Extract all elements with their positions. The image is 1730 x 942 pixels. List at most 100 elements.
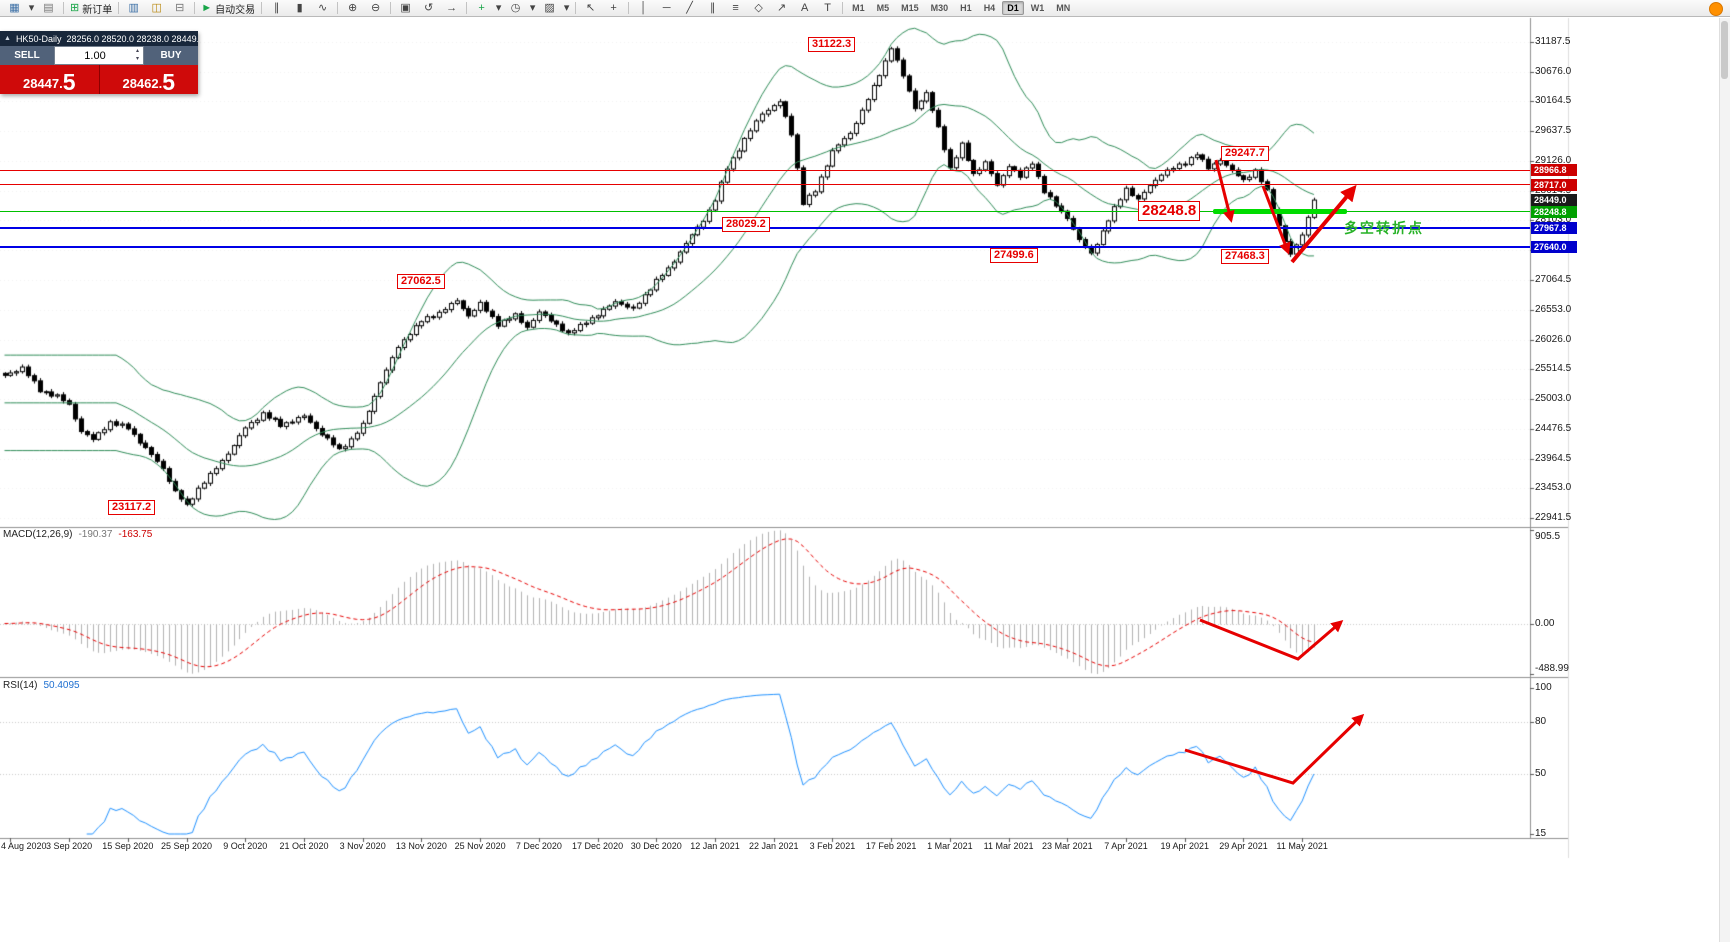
chart-type-line-button[interactable]: ∿ [311, 0, 334, 17]
rsi-scale-tick: 15 [1535, 828, 1547, 839]
timeframe-m15-button[interactable]: M15 [901, 3, 919, 13]
buy-button[interactable]: BUY [144, 46, 198, 65]
new-chart-button[interactable]: ▦ [3, 0, 26, 17]
time-axis-label: 3 Feb 2021 [809, 841, 856, 851]
price-callout[interactable]: 27062.5 [397, 274, 445, 289]
chart-info-bar[interactable]: ▲ HK50-Daily 28256.0 28520.0 28238.0 284… [0, 31, 198, 46]
auto-trading-button[interactable]: ► 自动交易 [198, 0, 258, 17]
fibonacci-tool[interactable]: ≡ [724, 0, 747, 17]
trendline-tool[interactable]: ╱ [678, 0, 701, 17]
notification-badge[interactable] [1709, 2, 1723, 16]
price-callout[interactable]: 28248.8 [1138, 201, 1201, 221]
market-watch-button-icon: ▥ [128, 1, 139, 14]
price-axis-tick: 25003.0 [1535, 393, 1572, 404]
support-highlight-segment[interactable] [1213, 209, 1347, 215]
templates-button[interactable]: ▨ [538, 0, 561, 17]
time-axis-label: 12 Jan 2021 [690, 841, 740, 851]
tile-windows-button-icon: ▣ [400, 1, 411, 14]
timeframe-w1-button[interactable]: W1 [1030, 3, 1045, 13]
chart-type-bars-button[interactable]: ∥ [265, 0, 288, 17]
timeframe-m30-button[interactable]: M30 [930, 3, 949, 13]
timeframe-mn-button[interactable]: MN [1056, 3, 1071, 13]
shapes-tool[interactable]: ◇ [747, 0, 770, 17]
zoom-in-button-icon: ⊕ [348, 1, 358, 14]
macd-scale-tick: 0.00 [1535, 617, 1555, 629]
toolbar-separator [390, 2, 392, 14]
price-callout[interactable]: 28029.2 [722, 217, 770, 232]
sell-button[interactable]: SELL [0, 46, 54, 65]
price-level-line[interactable] [0, 245, 1530, 248]
terminal-button[interactable]: ⊟ [168, 0, 191, 17]
cursor-tool[interactable]: ↖ [579, 0, 602, 17]
symbol-title: HK50-Daily [15, 33, 62, 44]
price-axis-tick: 28103.0 [1535, 214, 1572, 226]
scrollbar-thumb[interactable] [1721, 21, 1728, 79]
price-callout[interactable]: 23117.2 [108, 500, 156, 515]
channel-tool[interactable]: ∥ [701, 0, 724, 17]
timeframe-h4-button[interactable]: H4 [983, 3, 996, 13]
vertical-line-tool[interactable]: │ [632, 0, 655, 17]
vertical-scrollbar[interactable] [1719, 18, 1730, 942]
time-axis-label: 11 Mar 2021 [983, 841, 1034, 851]
time-axis-label: 7 Apr 2021 [1104, 841, 1148, 851]
time-axis-label: 29 Apr 2021 [1219, 841, 1268, 851]
channel-tool-icon: ∥ [709, 1, 716, 14]
shapes-tool-icon: ◇ [754, 1, 763, 14]
new-chart-button-icon: ▦ [9, 1, 20, 14]
timeframe-m1-button[interactable]: M1 [852, 3, 865, 13]
profiles-button[interactable]: ▤ [37, 0, 60, 17]
price-callout[interactable]: 29247.7 [1221, 146, 1269, 161]
chart-type-candles-button-icon: ▮ [296, 1, 303, 14]
collapse-icon[interactable]: ▲ [4, 35, 11, 42]
macd-signal-value: -163.75 [118, 529, 153, 540]
chart-shift-button[interactable]: → [440, 0, 463, 17]
buy-price[interactable]: 28462. 5 [99, 65, 198, 94]
price-axis-tag: 28449.0 [1531, 194, 1577, 207]
price-level-line[interactable] [0, 184, 1530, 186]
price-callout[interactable]: 27468.3 [1221, 249, 1269, 264]
new-order-button[interactable]: ⊞ 新订单 [67, 0, 115, 17]
navigator-button[interactable]: ◫ [145, 0, 168, 17]
volume-input[interactable] [55, 49, 143, 62]
price-level-line[interactable] [0, 211, 1530, 213]
new-order-button-icon: ⊞ [70, 1, 80, 14]
templates-dropdown[interactable]: ▾ [561, 0, 572, 17]
volume-up-icon[interactable]: ▴ [135, 48, 139, 54]
price-level-line[interactable] [0, 169, 1530, 171]
indicators-dropdown-icon: ▾ [495, 1, 502, 14]
timeframe-d1-button[interactable]: D1 [1002, 1, 1024, 15]
text-tool[interactable]: A [793, 0, 816, 17]
tile-windows-button[interactable]: ▣ [394, 0, 417, 17]
arrows-tool[interactable]: ↗ [770, 0, 793, 17]
zoom-in-button[interactable]: ⊕ [341, 0, 364, 17]
zoom-out-button[interactable]: ⊖ [364, 0, 387, 17]
market-watch-button[interactable]: ▥ [122, 0, 145, 17]
timeframe-m5-button[interactable]: M5 [876, 3, 890, 13]
time-axis-label: 23 Mar 2021 [1042, 841, 1093, 851]
periods-dropdown[interactable]: ▾ [527, 0, 538, 17]
time-axis-label: 25 Sep 2020 [161, 841, 213, 851]
time-axis-label: 11 May 2021 [1276, 841, 1328, 851]
chart-type-line-button-icon: ∿ [318, 1, 328, 14]
price-callout[interactable]: 31122.3 [808, 37, 856, 52]
volume-field[interactable]: ▴ ▾ [54, 46, 144, 65]
volume-spinner[interactable]: ▴ ▾ [133, 48, 142, 63]
crosshair-tool[interactable]: + [602, 0, 625, 17]
timeframe-h1-button[interactable]: H1 [960, 3, 972, 13]
indicators-dropdown[interactable]: ▾ [493, 0, 504, 17]
auto-scroll-button[interactable]: ↺ [417, 0, 440, 17]
time-axis-label: 25 Nov 2020 [454, 841, 506, 851]
chart-list-dropdown[interactable]: ▾ [26, 0, 37, 17]
label-tool[interactable]: T [816, 0, 839, 17]
annotation-note[interactable]: 多空转折点 [1344, 220, 1424, 236]
volume-down-icon[interactable]: ▾ [135, 56, 139, 62]
price-callout[interactable]: 27499.6 [990, 248, 1038, 263]
horizontal-line-tool[interactable]: ─ [655, 0, 678, 17]
auto-scroll-button-icon: ↺ [424, 1, 434, 14]
chart-type-candles-button[interactable]: ▮ [288, 0, 311, 17]
indicators-button[interactable]: + [470, 0, 493, 17]
sell-price[interactable]: 28447. 5 [0, 65, 99, 94]
periods-button[interactable]: ◷ [504, 0, 527, 17]
price-axis-tick: 23964.5 [1535, 452, 1572, 464]
